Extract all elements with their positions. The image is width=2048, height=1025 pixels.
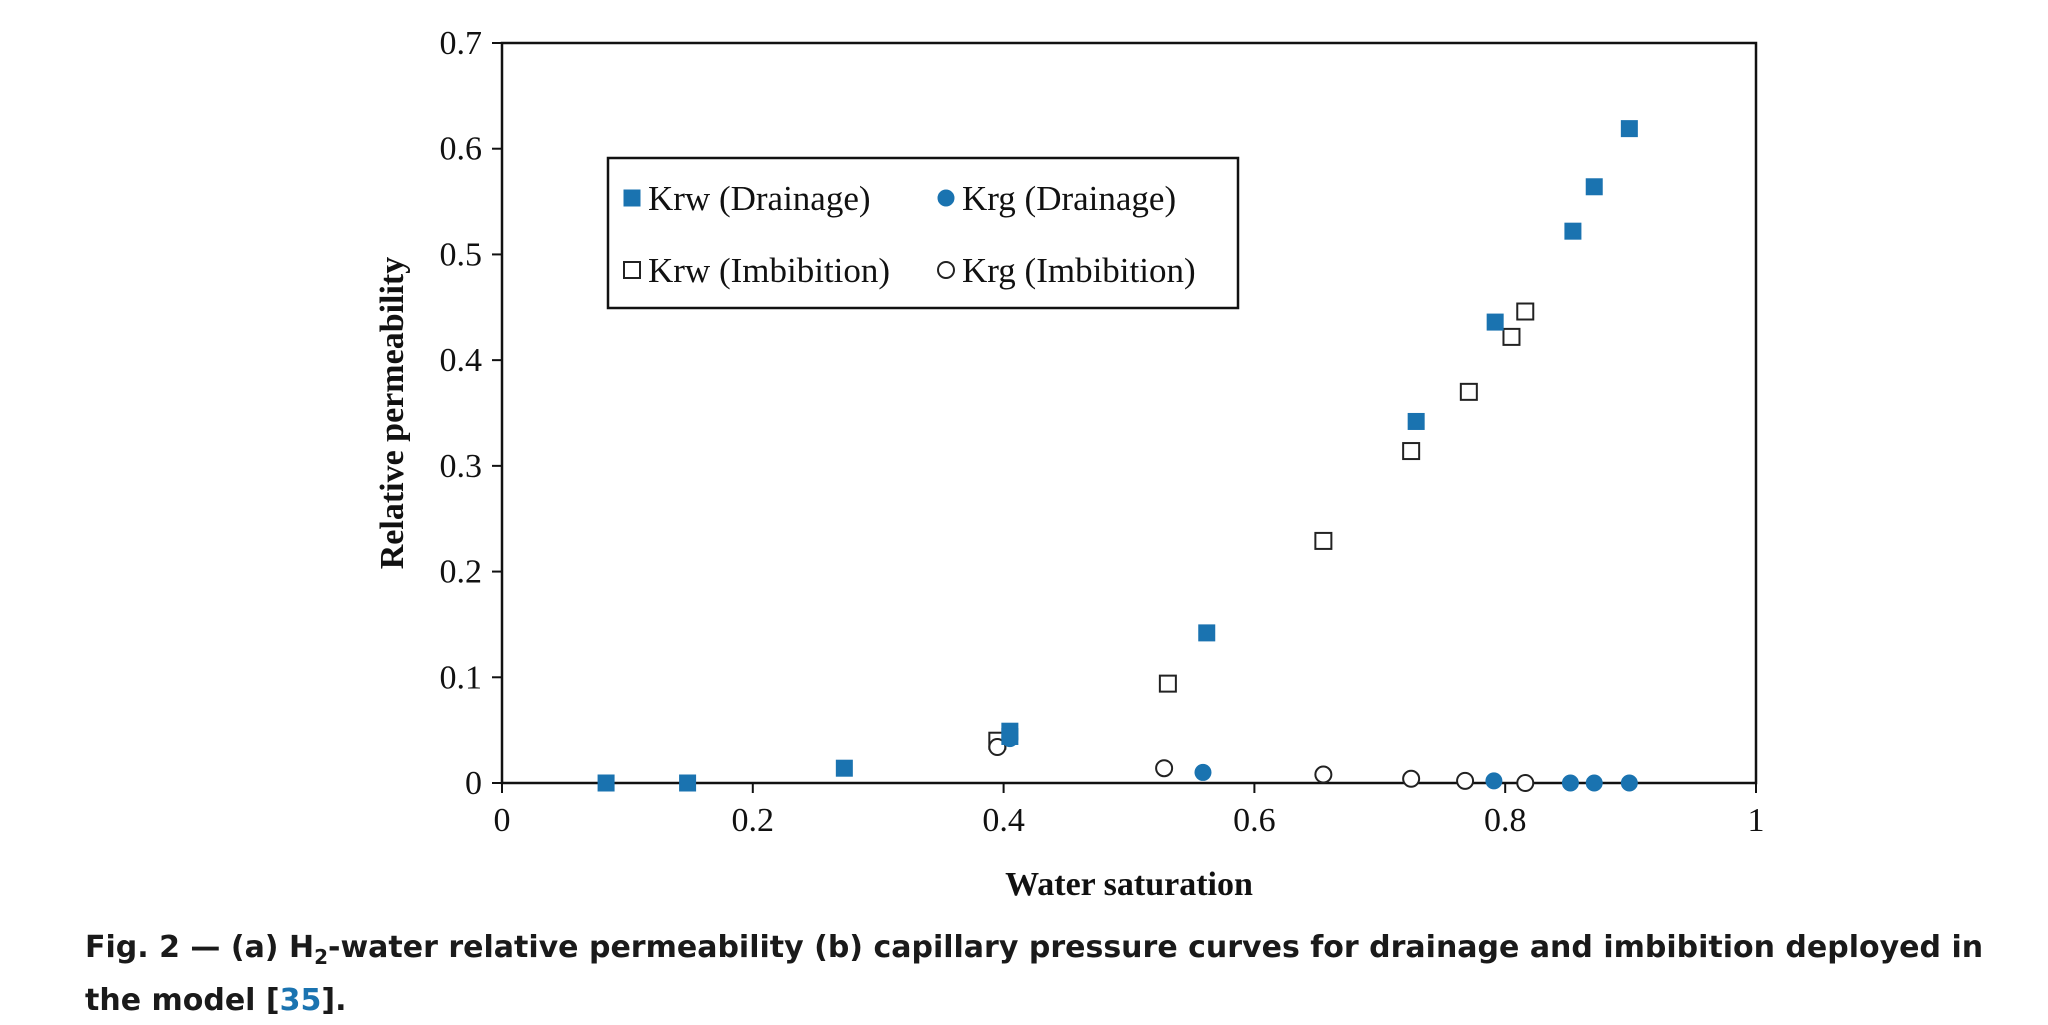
point-krg-drainage [1561,774,1579,792]
legend-label-krg-imbibition: Krg (Imbibition) [962,251,1196,290]
point-krg-imbibition [1456,771,1475,790]
point-krw-imbibition [1314,531,1333,550]
y-tick-label: 0.6 [440,131,483,168]
point-krg-drainage [1620,774,1638,792]
point-krw-imbibition [1516,302,1535,321]
caption-suffix: -water relative permeability (b) capilla… [85,930,1984,1018]
plot-frame [500,41,1758,785]
y-axis-title: Relative permeability [374,257,411,570]
reference-link[interactable]: 35 [279,983,322,1018]
legend-label-krw-imbibition: Krw (Imbibition) [648,251,890,290]
y-tick-label: 0.2 [440,554,483,591]
point-krw-imbibition [1459,382,1478,401]
point-krg-imbibition [1155,759,1174,778]
point-krg-imbibition [988,738,1007,757]
point-krw-drainage [1407,412,1425,430]
y-tick-label: 0.3 [440,448,483,485]
point-krw-drainage [1564,222,1582,240]
legend: Krw (Drainage) Krg (Drainage) Krw (Imbibit… [606,156,1240,310]
x-tick-label: 0 [494,802,511,839]
figure-caption: Fig. 2 — (a) H2-water relative permeabil… [85,926,2045,1023]
y-tick-label: 0.7 [440,25,483,62]
legend-label-krw-drainage: Krw (Drainage) [648,179,871,218]
point-krw-drainage [679,774,697,792]
legend-box [606,156,1240,310]
caption-end: ]. [321,983,347,1018]
point-krw-drainage [597,774,615,792]
caption-prefix: Fig. 2 — (a) H [85,930,315,965]
x-tick-label: 0.4 [982,802,1025,839]
ticks: 0 0.2 0.4 0.6 0.8 1 0 0.1 0.2 0.3 0.4 0.5 0.6 0.7 [440,25,1765,839]
point-krg-imbibition [1314,765,1333,784]
relative-permeability-chart: 0 0.2 0.4 0.6 0.8 1 0 0.1 0.2 0.3 0.4 0.5 0.6 0.7 Krw… [374,25,1765,903]
x-tick-label: 0.2 [732,802,775,839]
legend-marker-krg-imbibition [937,261,955,279]
y-tick-label: 0.4 [440,342,483,379]
point-krw-imbibition [1402,442,1421,461]
point-krg-drainage [1001,730,1019,748]
point-krw-drainage [835,759,853,777]
point-krg-drainage [1585,774,1603,792]
axis-titles: Water saturation Relative permeability [374,257,1253,903]
x-tick-label: 0.6 [1233,802,1276,839]
y-tick-label: 0.1 [440,659,483,696]
point-krw-drainage [1585,178,1603,196]
point-krw-drainage [1486,313,1504,331]
x-axis-title: Water saturation [1005,866,1253,903]
point-krw-drainage [1198,624,1216,642]
legend-marker-krg-drainage [937,189,955,207]
point-krg-drainage [1485,772,1503,790]
x-tick-label: 0.8 [1484,802,1527,839]
x-tick-label: 1 [1748,802,1765,839]
legend-marker-krw-imbibition [623,261,641,279]
point-krw-imbibition [1502,327,1521,346]
point-krw-drainage [1620,120,1638,138]
y-tick-label: 0 [465,765,482,802]
caption-subscript: 2 [314,945,328,969]
point-krw-imbibition [1158,674,1177,693]
point-krg-imbibition [1516,774,1535,792]
data-points [597,120,1638,792]
point-krg-imbibition [1402,769,1421,788]
y-tick-label: 0.5 [440,236,483,273]
axes [500,41,1758,785]
point-krg-drainage [1194,763,1212,781]
legend-label-krg-drainage: Krg (Drainage) [962,179,1176,218]
legend-marker-krw-drainage [623,189,641,207]
